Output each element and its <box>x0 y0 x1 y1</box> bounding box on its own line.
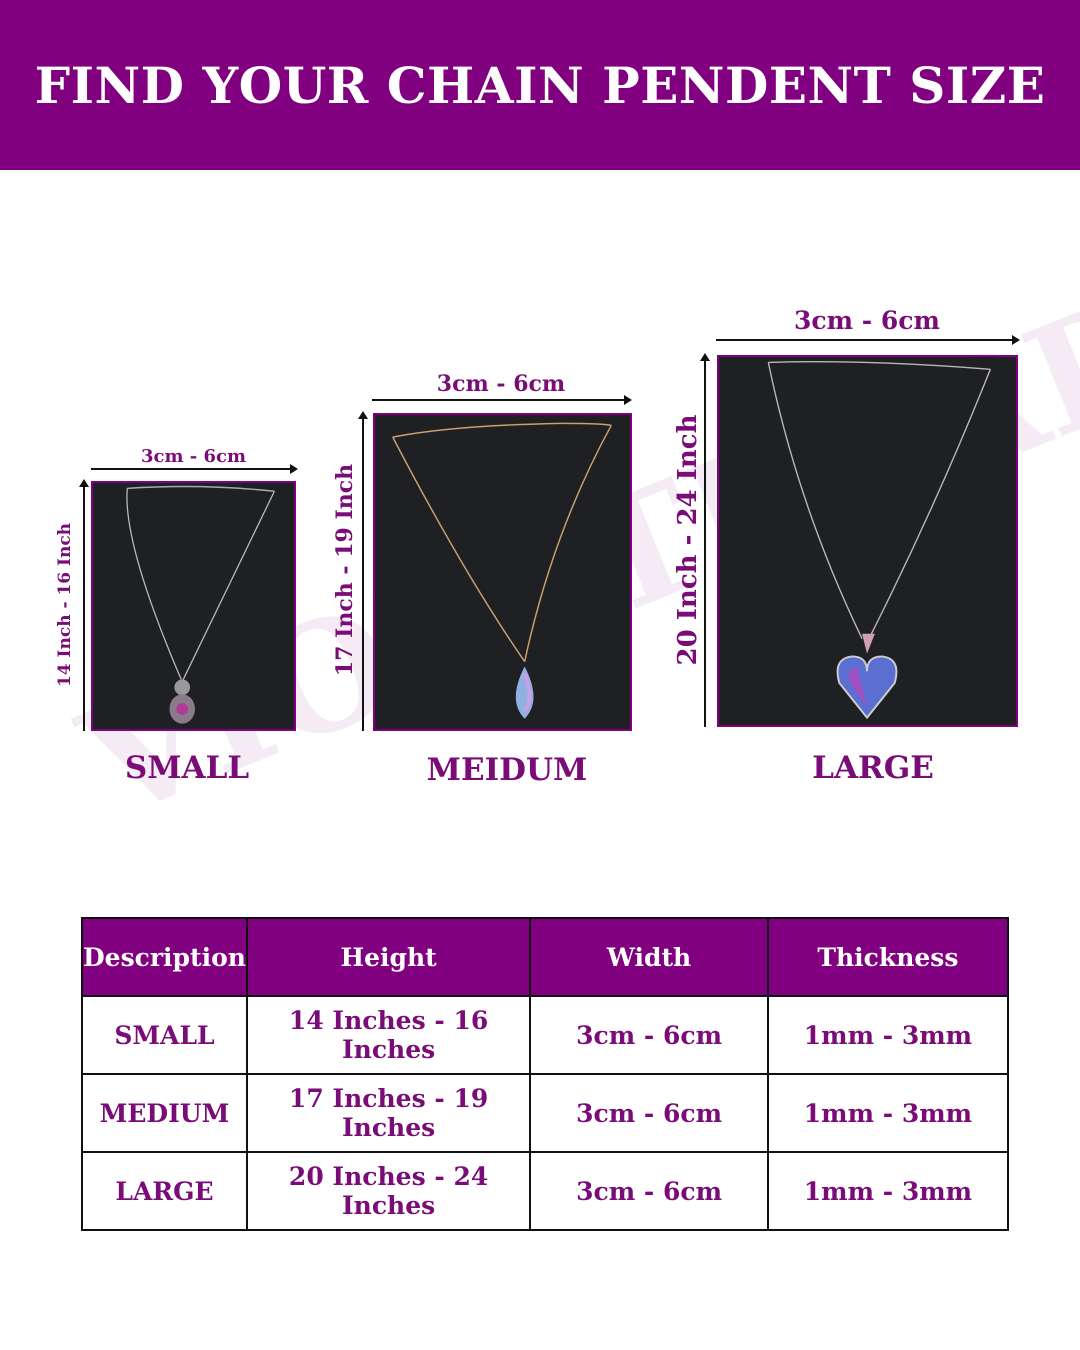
medium-width-label: 3cm - 6cm <box>436 371 566 397</box>
cell-thickness: 1mm - 3mm <box>766 1073 1010 1153</box>
large-height-label: 20 Inch - 24 Inch <box>673 414 703 666</box>
cell-thickness: 1mm - 3mm <box>766 995 1010 1075</box>
col-height: Height <box>245 917 532 997</box>
col-thickness: Thickness <box>766 917 1010 997</box>
large-width-arrow <box>716 335 1020 345</box>
cell-width: 3cm - 6cm <box>529 995 769 1075</box>
page-title: FIND YOUR CHAIN PENDENT SIZE <box>34 55 1046 115</box>
size-label-small: SMALL <box>124 750 250 786</box>
large-height-arrow <box>700 353 710 727</box>
cell-height: 14 Inches - 16 Inches <box>245 995 532 1075</box>
medium-height-label: 17 Inch - 19 Inch <box>332 463 358 677</box>
table-row: LARGE 20 Inches - 24 Inches 3cm - 6cm 1m… <box>81 1151 1010 1231</box>
table-row: MEDIUM 17 Inches - 19 Inches 3cm - 6cm 1… <box>81 1073 1010 1153</box>
size-label-medium: MEIDUM <box>426 752 588 788</box>
header-banner: FIND YOUR CHAIN PENDENT SIZE <box>0 0 1080 170</box>
cell-width: 3cm - 6cm <box>529 1073 769 1153</box>
size-label-large: LARGE <box>812 750 934 786</box>
table-header-row: Description Height Width Thickness <box>81 917 1010 997</box>
medium-height-arrow <box>358 411 368 731</box>
cell-description: SMALL <box>81 995 248 1075</box>
cell-width: 3cm - 6cm <box>529 1151 769 1231</box>
small-height-label: 14 Inch - 16 Inch <box>55 522 75 688</box>
table-row: SMALL 14 Inches - 16 Inches 3cm - 6cm 1m… <box>81 995 1010 1075</box>
cell-thickness: 1mm - 3mm <box>766 1151 1010 1231</box>
small-pendant-photo <box>91 481 296 731</box>
cell-height: 20 Inches - 24 Inches <box>245 1151 532 1231</box>
size-table: Description Height Width Thickness SMALL… <box>81 917 1010 1231</box>
large-width-label: 3cm - 6cm <box>794 306 940 335</box>
cell-description: MEDIUM <box>81 1073 248 1153</box>
small-width-label: 3cm - 6cm <box>140 446 247 467</box>
cell-height: 17 Inches - 19 Inches <box>245 1073 532 1153</box>
medium-width-arrow <box>372 395 632 405</box>
medium-pendant-photo <box>373 413 632 731</box>
col-description: Description <box>81 917 248 997</box>
large-pendant-photo <box>717 355 1018 727</box>
small-height-arrow <box>79 479 89 731</box>
small-width-arrow <box>91 464 298 474</box>
col-width: Width <box>529 917 769 997</box>
cell-description: LARGE <box>81 1151 248 1231</box>
